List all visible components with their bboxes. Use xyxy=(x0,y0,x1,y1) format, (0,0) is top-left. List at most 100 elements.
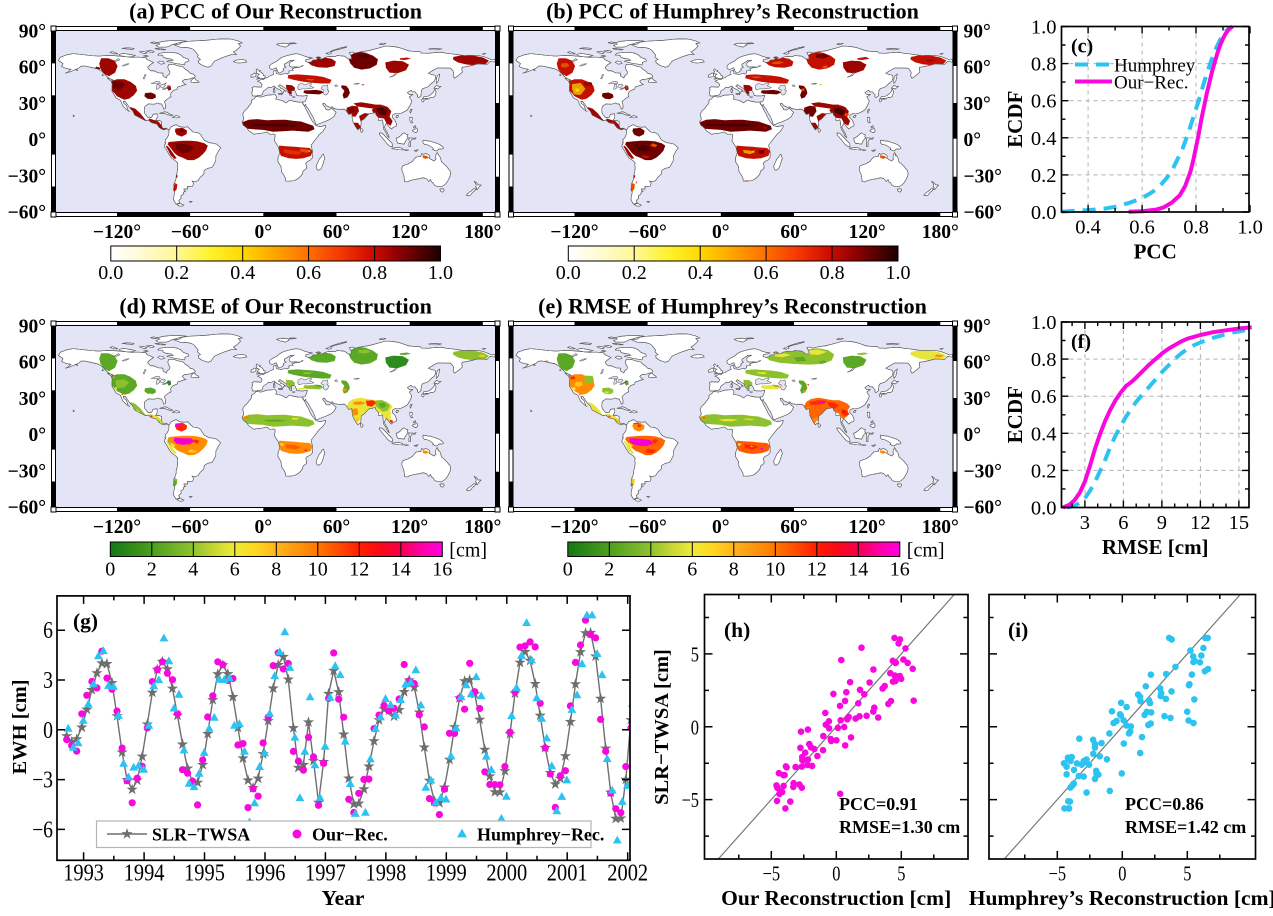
svg-text:2000: 2000 xyxy=(486,859,527,886)
svg-text:(i): (i) xyxy=(1008,618,1028,642)
svg-text:6: 6 xyxy=(1118,512,1128,534)
svg-text:0°: 0° xyxy=(28,130,46,151)
svg-text:−120°: −120° xyxy=(550,222,598,243)
svg-text:[cm]: [cm] xyxy=(449,540,487,562)
svg-text:0: 0 xyxy=(691,716,699,739)
svg-text:60°: 60° xyxy=(964,58,991,79)
svg-text:Our−Rec.: Our−Rec. xyxy=(312,825,388,845)
svg-text:60°: 60° xyxy=(323,517,350,538)
svg-text:Humphrey: Humphrey xyxy=(1114,56,1196,77)
svg-text:60°: 60° xyxy=(19,353,46,374)
svg-text:RMSE=1.30 cm: RMSE=1.30 cm xyxy=(839,817,960,837)
svg-text:(g): (g) xyxy=(73,609,98,633)
svg-text:6: 6 xyxy=(43,616,53,643)
svg-text:0: 0 xyxy=(1118,863,1126,886)
svg-text:0.6: 0.6 xyxy=(1031,386,1057,408)
svg-text:(c): (c) xyxy=(1071,36,1093,58)
svg-text:0.8: 0.8 xyxy=(1183,217,1209,239)
svg-text:1.0: 1.0 xyxy=(1031,312,1057,334)
svg-text:8: 8 xyxy=(271,559,281,581)
svg-text:60°: 60° xyxy=(780,222,807,243)
svg-text:Humphrey−Rec.: Humphrey−Rec. xyxy=(477,825,604,845)
svg-text:−60°: −60° xyxy=(628,517,666,538)
svg-text:−3: −3 xyxy=(32,766,53,793)
svg-text:60°: 60° xyxy=(19,58,46,79)
svg-text:12: 12 xyxy=(349,559,369,581)
svg-text:0: 0 xyxy=(105,559,115,581)
svg-text:0°: 0° xyxy=(255,517,273,538)
svg-text:0.4: 0.4 xyxy=(1075,217,1101,239)
svg-text:120°: 120° xyxy=(391,517,428,538)
svg-text:0.6: 0.6 xyxy=(296,262,321,284)
svg-text:1.0: 1.0 xyxy=(886,262,911,284)
svg-text:0.2: 0.2 xyxy=(164,262,189,284)
svg-text:0.4: 0.4 xyxy=(1031,128,1057,150)
svg-text:6: 6 xyxy=(230,559,240,581)
svg-text:0.8: 0.8 xyxy=(362,262,387,284)
svg-text:1993: 1993 xyxy=(63,859,104,886)
svg-text:0°: 0° xyxy=(964,130,982,151)
svg-text:−30°: −30° xyxy=(964,461,1002,482)
svg-text:120°: 120° xyxy=(849,222,886,243)
svg-text:(e) RMSE of Humphrey’s Reconst: (e) RMSE of Humphrey’s Reconstruction xyxy=(538,294,927,319)
svg-text:1994: 1994 xyxy=(124,859,165,886)
svg-text:5: 5 xyxy=(691,644,699,667)
svg-text:16: 16 xyxy=(890,559,910,581)
svg-text:1998: 1998 xyxy=(366,859,407,886)
svg-text:3: 3 xyxy=(43,666,53,693)
svg-text:4: 4 xyxy=(646,559,656,581)
svg-text:RMSE [cm]: RMSE [cm] xyxy=(1102,535,1209,559)
svg-text:−60°: −60° xyxy=(628,222,666,243)
svg-text:PCC: PCC xyxy=(1134,240,1177,264)
svg-text:180°: 180° xyxy=(464,222,501,243)
svg-text:Our−Rec.: Our−Rec. xyxy=(1114,73,1189,94)
svg-text:1996: 1996 xyxy=(245,859,286,886)
svg-text:9: 9 xyxy=(1157,512,1167,534)
svg-text:3: 3 xyxy=(1080,512,1090,534)
svg-text:−5: −5 xyxy=(1049,863,1066,886)
svg-text:−5: −5 xyxy=(682,789,699,812)
svg-text:Our Reconstruction [cm]: Our Reconstruction [cm] xyxy=(721,886,951,910)
svg-text:0°: 0° xyxy=(28,425,46,446)
svg-text:0.4: 0.4 xyxy=(688,262,713,284)
svg-text:(d) RMSE of Our Reconstruction: (d) RMSE of Our Reconstruction xyxy=(119,294,431,319)
svg-text:30°: 30° xyxy=(964,389,991,410)
svg-text:180°: 180° xyxy=(922,222,959,243)
svg-text:−30°: −30° xyxy=(8,166,46,187)
svg-text:[cm]: [cm] xyxy=(907,540,945,562)
svg-text:0: 0 xyxy=(563,559,573,581)
svg-text:180°: 180° xyxy=(922,517,959,538)
svg-text:−60°: −60° xyxy=(171,222,209,243)
svg-text:0: 0 xyxy=(832,863,840,886)
svg-text:RMSE=1.42 cm: RMSE=1.42 cm xyxy=(1125,817,1246,837)
svg-text:0.0: 0.0 xyxy=(98,262,123,284)
svg-text:180°: 180° xyxy=(464,517,501,538)
svg-text:0.8: 0.8 xyxy=(820,262,845,284)
svg-text:0°: 0° xyxy=(255,222,273,243)
svg-text:0°: 0° xyxy=(964,425,982,446)
svg-text:8: 8 xyxy=(729,559,739,581)
svg-text:10: 10 xyxy=(765,559,785,581)
svg-text:0.0: 0.0 xyxy=(1031,202,1057,224)
svg-text:PCC=0.91: PCC=0.91 xyxy=(839,794,918,814)
svg-text:1997: 1997 xyxy=(305,859,346,886)
svg-text:−60°: −60° xyxy=(8,498,46,519)
svg-text:(b) PCC of Humphrey’s Reconstr: (b) PCC of Humphrey’s Reconstruction xyxy=(546,0,919,24)
svg-text:2: 2 xyxy=(604,559,614,581)
svg-text:1.0: 1.0 xyxy=(428,262,453,284)
svg-text:60°: 60° xyxy=(780,517,807,538)
svg-text:(a) PCC of Our Reconstruction: (a) PCC of Our Reconstruction xyxy=(129,0,422,24)
svg-text:SLR−TWSA [cm]: SLR−TWSA [cm] xyxy=(651,649,673,805)
svg-text:5: 5 xyxy=(1183,863,1191,886)
svg-text:−120°: −120° xyxy=(93,517,141,538)
svg-text:90°: 90° xyxy=(964,22,991,43)
svg-text:90°: 90° xyxy=(19,22,46,43)
svg-text:0.0: 0.0 xyxy=(1031,498,1057,520)
svg-text:30°: 30° xyxy=(19,389,46,410)
svg-text:0.4: 0.4 xyxy=(1031,423,1057,445)
svg-text:4: 4 xyxy=(188,559,198,581)
svg-text:120°: 120° xyxy=(849,517,886,538)
svg-text:EWH [cm]: EWH [cm] xyxy=(9,679,31,774)
svg-text:30°: 30° xyxy=(964,94,991,115)
svg-text:12: 12 xyxy=(807,559,827,581)
